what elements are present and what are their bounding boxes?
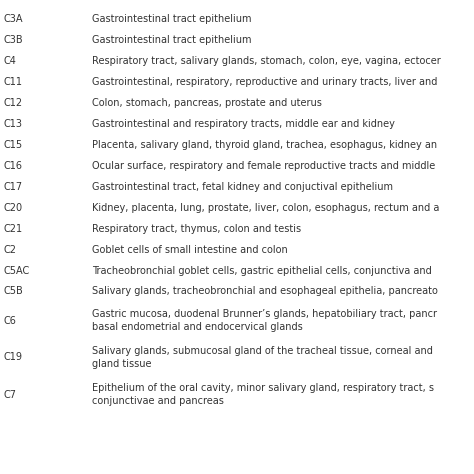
Text: Goblet cells of small intestine and colon: Goblet cells of small intestine and colo…: [92, 245, 288, 255]
Text: C3B: C3B: [4, 35, 23, 45]
Text: C5B: C5B: [4, 286, 24, 297]
Text: Placenta, salivary gland, thyroid gland, trachea, esophagus, kidney an: Placenta, salivary gland, thyroid gland,…: [92, 139, 438, 149]
Text: Colon, stomach, pancreas, prostate and uterus: Colon, stomach, pancreas, prostate and u…: [92, 98, 322, 108]
Text: Gastrointestinal, respiratory, reproductive and urinary tracts, liver and: Gastrointestinal, respiratory, reproduct…: [92, 76, 438, 86]
Text: C2: C2: [4, 245, 17, 255]
Text: C19: C19: [4, 353, 23, 363]
Text: Ocular surface, respiratory and female reproductive tracts and middle: Ocular surface, respiratory and female r…: [92, 161, 436, 171]
Text: C13: C13: [4, 118, 23, 128]
Text: Gastrointestinal tract epithelium: Gastrointestinal tract epithelium: [92, 35, 252, 45]
Text: Gastrointestinal tract, fetal kidney and conjuctival epithelium: Gastrointestinal tract, fetal kidney and…: [92, 182, 393, 191]
Text: Gastrointestinal tract epithelium: Gastrointestinal tract epithelium: [92, 13, 252, 24]
Text: C7: C7: [4, 390, 17, 400]
Text: C6: C6: [4, 316, 17, 326]
Text: Kidney, placenta, lung, prostate, liver, colon, esophagus, rectum and a: Kidney, placenta, lung, prostate, liver,…: [92, 202, 440, 212]
Text: Gastrointestinal and respiratory tracts, middle ear and kidney: Gastrointestinal and respiratory tracts,…: [92, 118, 395, 128]
Text: C16: C16: [4, 161, 23, 171]
Text: Tracheobronchial goblet cells, gastric epithelial cells, conjunctiva and: Tracheobronchial goblet cells, gastric e…: [92, 265, 432, 275]
Text: C20: C20: [4, 202, 23, 212]
Text: Epithelium of the oral cavity, minor salivary gland, respiratory tract, s
conjun: Epithelium of the oral cavity, minor sal…: [92, 383, 435, 406]
Text: Respiratory tract, salivary glands, stomach, colon, eye, vagina, ectocer: Respiratory tract, salivary glands, stom…: [92, 55, 441, 65]
Text: Salivary glands, submucosal gland of the tracheal tissue, corneal and
gland tiss: Salivary glands, submucosal gland of the…: [92, 346, 433, 369]
Text: C12: C12: [4, 98, 23, 108]
Text: C3A: C3A: [4, 13, 23, 24]
Text: C17: C17: [4, 182, 23, 191]
Text: C21: C21: [4, 224, 23, 234]
Text: C4: C4: [4, 55, 17, 65]
Text: C15: C15: [4, 139, 23, 149]
Text: C11: C11: [4, 76, 23, 86]
Text: Respiratory tract, thymus, colon and testis: Respiratory tract, thymus, colon and tes…: [92, 224, 301, 234]
Text: Gastric mucosa, duodenal Brunner’s glands, hepatobiliary tract, pancr
basal endo: Gastric mucosa, duodenal Brunner’s gland…: [92, 309, 438, 332]
Text: C5AC: C5AC: [4, 265, 30, 275]
Text: Salivary glands, tracheobronchial and esophageal epithelia, pancreato: Salivary glands, tracheobronchial and es…: [92, 286, 438, 297]
